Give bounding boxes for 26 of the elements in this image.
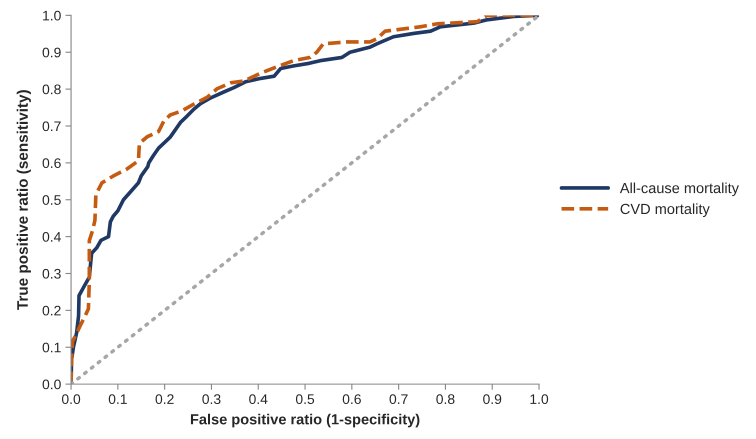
x-tick-label: 1.0: [530, 394, 548, 404]
x-tick-label: 0.5: [296, 394, 314, 404]
x-tick-label: 0.6: [342, 394, 361, 404]
x-tick-label: 0.9: [483, 394, 502, 404]
legend-label: All-cause mortality: [620, 182, 739, 196]
y-tick-label: 1.0: [43, 10, 61, 21]
y-tick-label: 0.5: [42, 195, 61, 205]
y-axis-title: True positive ratio (sensitivity): [16, 90, 31, 310]
x-tick-label: 0.2: [156, 394, 174, 404]
x-tick-label: 0.0: [62, 394, 80, 404]
y-tick-label: 0.8: [42, 84, 61, 94]
y-tick-label: 0.3: [42, 268, 61, 279]
y-tick-label: 0.9: [42, 48, 61, 58]
x-tick-label: 0.7: [390, 394, 408, 404]
x-axis-title: False positive ratio (1-specificity): [190, 414, 420, 428]
x-tick-label: 0.8: [436, 394, 454, 404]
x-tick-label: 0.4: [249, 394, 268, 404]
y-tick-label: 0.4: [42, 232, 61, 242]
x-tick-label: 0.1: [108, 394, 127, 404]
x-tick-label: 0.3: [202, 394, 220, 404]
y-tick-label: 0.7: [42, 121, 61, 132]
y-tick-label: 0.2: [42, 306, 61, 316]
y-tick-label: 0.6: [42, 158, 61, 168]
legend-label: CVD mortality: [620, 203, 710, 217]
y-tick-label: 0.1: [42, 342, 61, 352]
y-tick-label: 0.0: [42, 379, 61, 390]
